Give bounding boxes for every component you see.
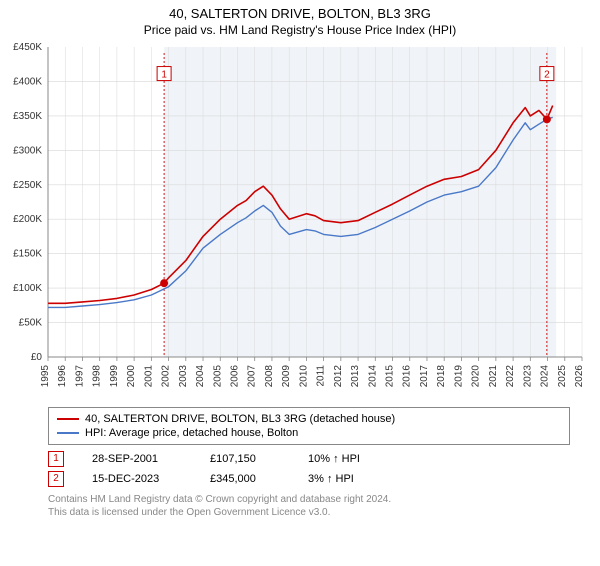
sale-pct: 3% ↑ HPI [308, 473, 378, 485]
svg-text:2022: 2022 [505, 365, 516, 388]
svg-text:1: 1 [161, 70, 167, 81]
svg-text:1998: 1998 [92, 365, 103, 388]
svg-text:2002: 2002 [161, 365, 172, 388]
legend-label: 40, SALTERTON DRIVE, BOLTON, BL3 3RG (de… [85, 413, 395, 425]
svg-text:2008: 2008 [264, 365, 275, 388]
table-row: 1 28-SEP-2001 £107,150 10% ↑ HPI [48, 449, 570, 469]
svg-text:2013: 2013 [350, 365, 361, 388]
svg-text:2021: 2021 [488, 365, 499, 388]
svg-text:£350K: £350K [13, 111, 42, 122]
sale-price: £107,150 [210, 453, 280, 465]
svg-text:2014: 2014 [367, 365, 378, 388]
sales-table: 1 28-SEP-2001 £107,150 10% ↑ HPI 2 15-DE… [48, 449, 570, 489]
sale-marker-badge: 2 [48, 471, 64, 487]
footer: Contains HM Land Registry data © Crown c… [48, 493, 570, 519]
svg-text:£300K: £300K [13, 145, 42, 156]
svg-text:£100K: £100K [13, 283, 42, 294]
sale-pct: 10% ↑ HPI [308, 453, 378, 465]
svg-text:2020: 2020 [471, 365, 482, 388]
svg-text:2011: 2011 [316, 365, 327, 387]
svg-text:£0: £0 [31, 352, 43, 363]
svg-text:2009: 2009 [281, 365, 292, 388]
svg-text:£150K: £150K [13, 249, 42, 260]
svg-text:2024: 2024 [540, 365, 551, 388]
svg-text:2025: 2025 [557, 365, 568, 388]
svg-text:1997: 1997 [74, 365, 85, 388]
svg-text:2006: 2006 [229, 365, 240, 388]
svg-text:2012: 2012 [333, 365, 344, 388]
svg-text:2005: 2005 [212, 365, 223, 388]
svg-text:2026: 2026 [574, 365, 585, 388]
svg-text:2001: 2001 [143, 365, 154, 388]
svg-text:2016: 2016 [402, 365, 413, 388]
legend-label: HPI: Average price, detached house, Bolt… [85, 427, 298, 439]
svg-text:£250K: £250K [13, 180, 42, 191]
legend-swatch [57, 418, 79, 420]
price-chart: £0 £50K £100K £150K £200K £250K £300K £350K £400… [0, 41, 600, 403]
svg-text:2000: 2000 [126, 365, 137, 388]
svg-text:1996: 1996 [57, 365, 68, 388]
svg-text:2: 2 [544, 70, 550, 81]
legend-item: HPI: Average price, detached house, Bolt… [57, 426, 561, 440]
legend: 40, SALTERTON DRIVE, BOLTON, BL3 3RG (de… [48, 407, 570, 445]
svg-text:£450K: £450K [13, 42, 42, 53]
svg-text:2018: 2018 [436, 365, 447, 388]
page-title: 40, SALTERTON DRIVE, BOLTON, BL3 3RG [0, 6, 600, 21]
sale-date: 15-DEC-2023 [92, 473, 182, 485]
legend-swatch [57, 432, 79, 434]
svg-text:2007: 2007 [247, 365, 258, 388]
svg-text:£50K: £50K [19, 318, 43, 329]
svg-text:£200K: £200K [13, 214, 42, 225]
sale-date: 28-SEP-2001 [92, 453, 182, 465]
svg-text:1995: 1995 [40, 365, 51, 388]
table-row: 2 15-DEC-2023 £345,000 3% ↑ HPI [48, 469, 570, 489]
footer-line: This data is licensed under the Open Gov… [48, 506, 570, 519]
svg-text:2010: 2010 [298, 365, 309, 388]
svg-text:2023: 2023 [522, 365, 533, 388]
page-subtitle: Price paid vs. HM Land Registry's House … [0, 23, 600, 37]
svg-text:2003: 2003 [178, 365, 189, 388]
sale-marker-badge: 1 [48, 451, 64, 467]
sale-price: £345,000 [210, 473, 280, 485]
svg-text:2019: 2019 [453, 365, 464, 388]
svg-text:2004: 2004 [195, 365, 206, 388]
svg-text:2015: 2015 [385, 365, 396, 388]
footer-line: Contains HM Land Registry data © Crown c… [48, 493, 570, 506]
svg-text:2017: 2017 [419, 365, 430, 388]
svg-text:1999: 1999 [109, 365, 120, 388]
legend-item: 40, SALTERTON DRIVE, BOLTON, BL3 3RG (de… [57, 412, 561, 426]
svg-text:£400K: £400K [13, 76, 42, 87]
